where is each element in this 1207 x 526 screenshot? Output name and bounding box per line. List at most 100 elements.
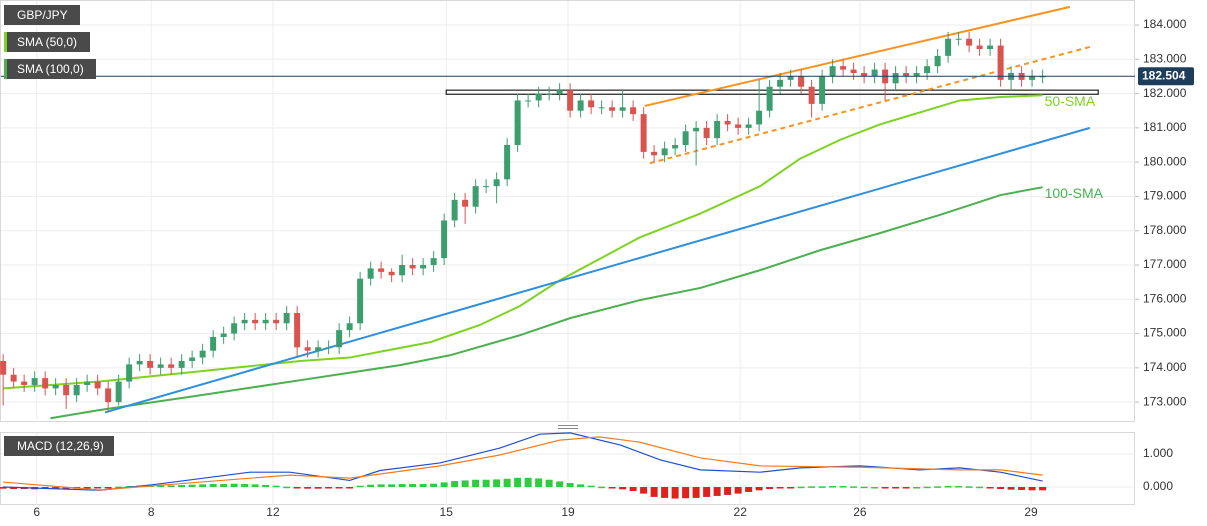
candle-body (126, 364, 133, 382)
macd-histogram-bar (818, 486, 826, 488)
candle-body (756, 110, 763, 125)
macd-histogram-bar (220, 484, 228, 488)
x-tick-label: 12 (266, 505, 280, 519)
candle-body (252, 319, 259, 324)
macd-histogram-bar (776, 487, 784, 489)
macd-histogram-bar (493, 479, 501, 488)
macd-histogram-bar (787, 487, 795, 489)
y-tick-label: 183.000 (1143, 51, 1187, 65)
legend-entry: SMA (100,0) (4, 59, 96, 79)
macd-histogram-bar (640, 487, 648, 494)
candle-body (388, 271, 395, 276)
macd-histogram-bar (430, 483, 438, 488)
legend-entry: SMA (50,0) (4, 32, 90, 52)
y-tick-label: 178.000 (1143, 223, 1187, 237)
macd-histogram-bar (766, 487, 774, 489)
candle-body (462, 199, 469, 207)
x-tick-label: 6 (33, 505, 40, 519)
macd-histogram-bar (62, 487, 70, 489)
macd-histogram-bar (545, 479, 553, 488)
macd-histogram-bar (0, 487, 7, 489)
candle-body (31, 378, 38, 385)
candle-body (220, 333, 227, 337)
macd-histogram-bar (1018, 487, 1026, 490)
candle-body (798, 76, 805, 87)
macd-histogram-bar (419, 484, 427, 488)
macd-histogram-bar (850, 486, 858, 488)
candle-body (987, 45, 994, 50)
candle-body (945, 38, 952, 56)
macd-histogram-bar (881, 487, 889, 489)
candle-body (651, 151, 658, 156)
candle-body (966, 38, 973, 46)
candle-body (52, 384, 59, 389)
macd-histogram-bar (976, 486, 984, 489)
candle-body (283, 312, 290, 324)
macd-histogram-bar (713, 487, 721, 496)
macd-histogram-bar (514, 477, 522, 488)
macd-histogram-bar (566, 483, 574, 488)
candle-body (661, 148, 668, 156)
candle-body (588, 100, 595, 108)
macd-histogram-bar (178, 485, 186, 488)
macd-histogram-bar (83, 487, 91, 489)
macd-histogram-bar (10, 487, 18, 489)
macd-histogram-bar (944, 486, 952, 488)
candle-body (640, 114, 647, 152)
candle-body (672, 145, 679, 149)
candle-body (157, 364, 164, 368)
candle-body (210, 336, 217, 351)
candle-body (472, 186, 479, 207)
macd-histogram-bar (398, 484, 406, 488)
candle-body (136, 360, 143, 365)
macd-histogram-bar (650, 487, 658, 497)
macd-histogram-bar (409, 484, 417, 488)
y-tick-label: 182.000 (1143, 86, 1187, 100)
macd-histogram-bar (209, 484, 217, 488)
macd-histogram-bar (241, 484, 249, 488)
macd-histogram-bar (115, 486, 123, 489)
candle-body (273, 319, 280, 324)
candle-body (525, 100, 532, 102)
candle-body (493, 179, 500, 187)
candle-body (357, 278, 364, 324)
candle-body (168, 364, 175, 368)
y-tick-label: 0.000 (1143, 479, 1173, 493)
candle-body (577, 100, 584, 111)
candle-body (871, 69, 878, 77)
candle-body (903, 73, 910, 77)
sma-line (50, 186, 1043, 420)
candle-body (535, 93, 542, 101)
trend-line (644, 5, 1071, 107)
candle-body (630, 107, 637, 115)
symbol-tag: GBP/JPY (4, 5, 80, 25)
macd-histogram-bar (283, 486, 291, 489)
candle-body (892, 73, 899, 84)
macd-histogram-bar (440, 482, 448, 488)
candle-body (724, 121, 731, 125)
macd-histogram-bar (157, 485, 165, 488)
candle-body (714, 121, 721, 139)
price-panel (0, 0, 1135, 422)
macd-histogram-bar (797, 486, 805, 489)
macd-histogram-bar (104, 487, 112, 489)
candle-body (955, 38, 962, 40)
macd-histogram-bar (556, 481, 564, 488)
candle-body (808, 86, 815, 104)
macd-histogram-bar (923, 486, 931, 489)
macd-histogram-bar (598, 486, 606, 489)
candle-body (451, 199, 458, 221)
candle-body (504, 145, 511, 180)
macd-histogram-bar (535, 478, 543, 488)
macd-histogram-bar (304, 487, 312, 489)
candle-body (336, 330, 343, 348)
macd-histogram-bar (619, 487, 627, 490)
macd-histogram-bar (703, 487, 711, 497)
macd-histogram-bar (188, 484, 196, 488)
candle-body (556, 90, 563, 94)
macd-histogram-bar (314, 487, 322, 489)
macd-histogram-bar (577, 484, 585, 488)
macd-line (3, 436, 1043, 491)
